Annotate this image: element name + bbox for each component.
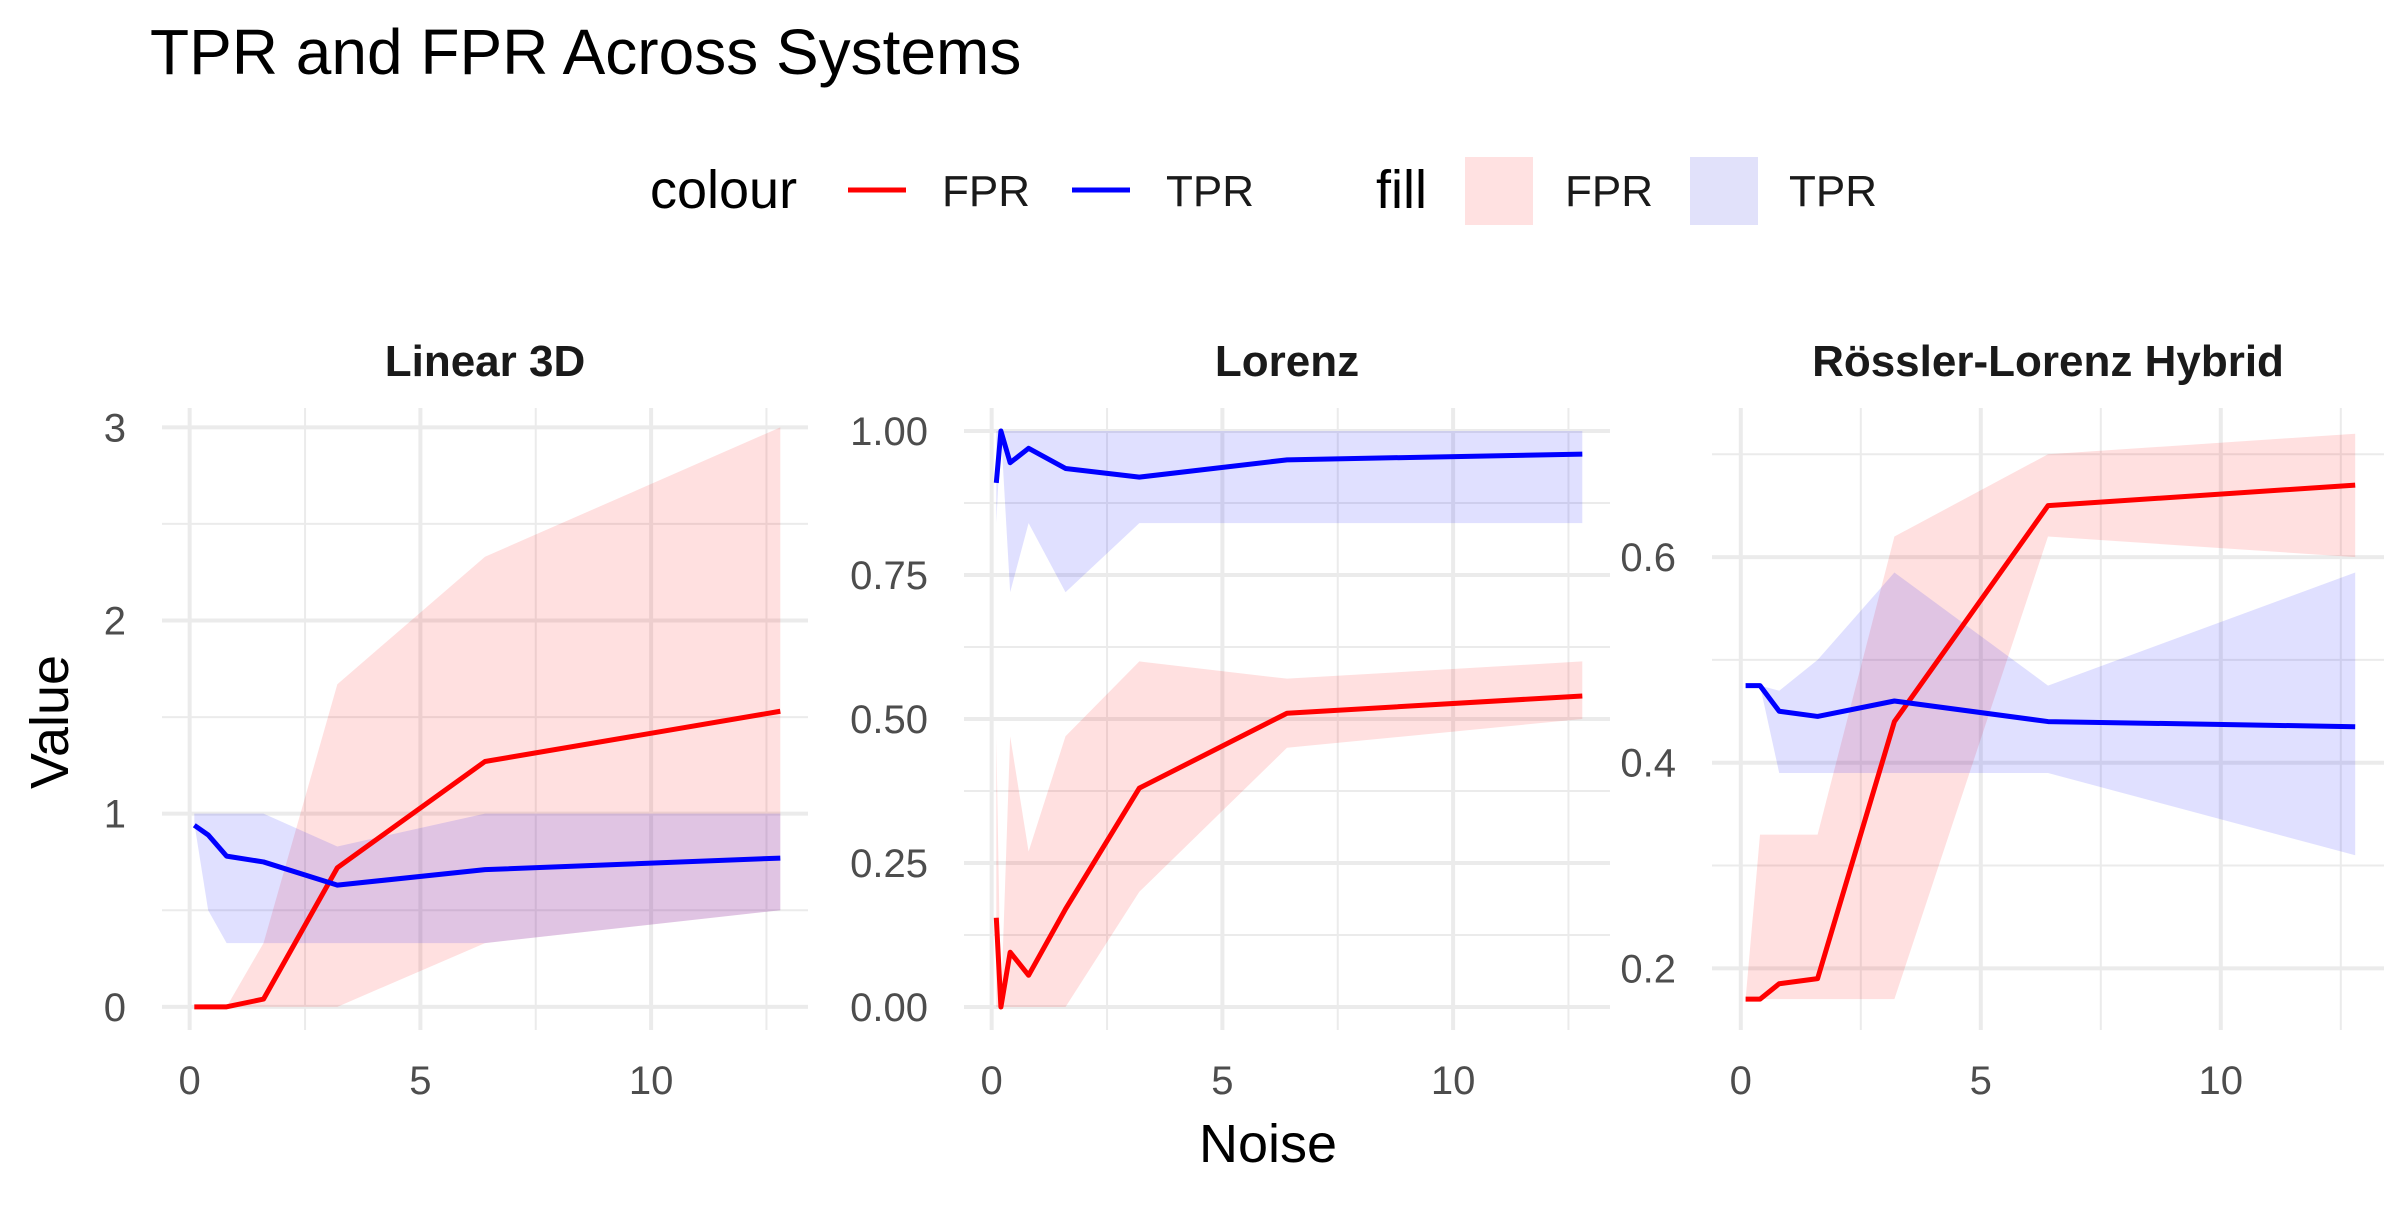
y-tick-label: 0.25 (850, 842, 928, 886)
chart-title: TPR and FPR Across Systems (150, 16, 1021, 88)
legend-tpr-line-label: TPR (1166, 167, 1254, 216)
series-line-tpr (192, 823, 781, 888)
y-tick-label: 3 (104, 406, 126, 450)
x-tick-label: 10 (629, 1059, 674, 1103)
legend-fpr-line-label: FPR (942, 167, 1030, 216)
band-tpr (1745, 572, 2356, 856)
y-tick-label: 0.6 (1620, 536, 1676, 580)
x-axis-label: Noise (1199, 1114, 1337, 1174)
series-line-fpr (194, 708, 781, 1010)
facet-title: Lorenz (1215, 337, 1359, 386)
facet-title: Rössler-Lorenz Hybrid (1812, 337, 2284, 386)
facet-3: 0 5 10 0.2 0.4 0.6 Rössler-Lorenz Hybrid (1620, 337, 2384, 1103)
series-line-fpr (993, 693, 1583, 1010)
legend-fpr-fill-label: FPR (1565, 167, 1653, 216)
band-fpr (996, 661, 1583, 1007)
x-tick-label: 0 (981, 1059, 1003, 1103)
y-axis-label: Value (20, 655, 80, 789)
series-line-tpr (1745, 683, 2356, 730)
series-line-fpr (1745, 482, 2356, 1002)
x-tick-label: 10 (2199, 1059, 2244, 1103)
facet-2: 0 5 10 0.00 0.25 0.50 0.75 1.00 Lorenz (850, 337, 1610, 1103)
x-tick-label: 5 (409, 1059, 431, 1103)
y-tick-label: 0.75 (850, 554, 928, 598)
series-line-tpr (993, 428, 1583, 484)
facet-1: 0 5 10 0 1 2 3 Linear 3D (104, 337, 808, 1103)
legend-fpr-fill-key (1465, 157, 1533, 225)
legend-tpr-fill-key (1690, 157, 1758, 225)
legend-tpr-fill-label: TPR (1789, 167, 1877, 216)
y-tick-label: 2 (104, 599, 126, 643)
x-tick-label: 10 (1431, 1059, 1476, 1103)
facet-title: Linear 3D (385, 337, 586, 386)
y-tick-label: 0.00 (850, 986, 928, 1030)
y-tick-label: 1.00 (850, 410, 928, 454)
x-tick-label: 5 (1970, 1059, 1992, 1103)
x-tick-label: 0 (179, 1059, 201, 1103)
y-tick-label: 1 (104, 793, 126, 837)
band-tpr (996, 431, 1583, 593)
x-tick-label: 5 (1211, 1059, 1233, 1103)
y-tick-label: 0.50 (850, 698, 928, 742)
x-tick-label: 0 (1730, 1059, 1752, 1103)
band-tpr (194, 813, 781, 944)
y-tick-label: 0.2 (1620, 947, 1676, 991)
y-tick-label: 0.4 (1620, 742, 1676, 786)
legend-colour-title: colour (650, 160, 797, 220)
legend-fill-title: fill (1376, 160, 1427, 220)
band-fpr (1745, 433, 2356, 1000)
y-tick-label: 0 (104, 986, 126, 1030)
legend: colour FPR TPR fill FPR TPR (650, 157, 1877, 225)
